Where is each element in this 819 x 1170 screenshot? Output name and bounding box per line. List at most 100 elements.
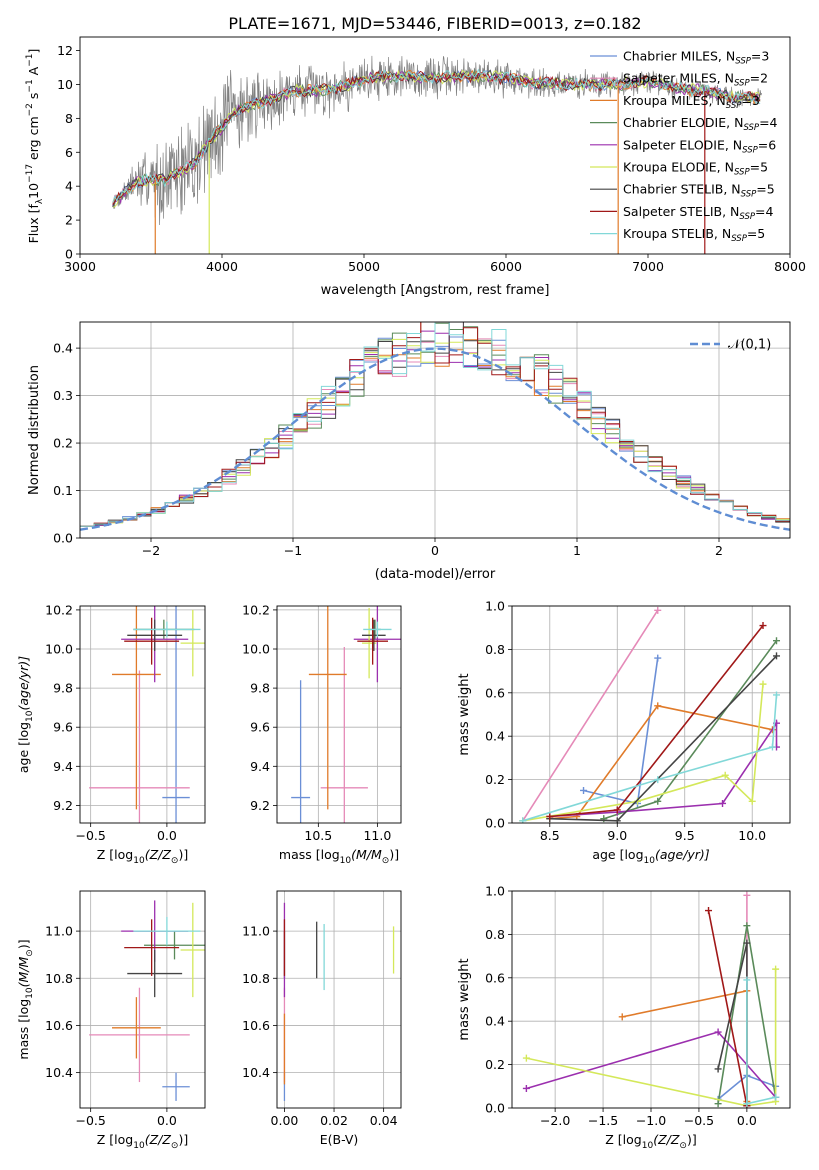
figure-title: PLATE=1671, MJD=53446, FIBERID=0013, z=0… bbox=[228, 14, 641, 33]
label-part: 10 bbox=[133, 1141, 145, 1151]
plot-area bbox=[283, 902, 395, 1101]
legend-entry: Salpeter ELODIE, NSSP=6 bbox=[623, 137, 776, 155]
y-tick-label: 10.4 bbox=[242, 1065, 270, 1080]
label-part: 10 bbox=[642, 1141, 654, 1151]
series-marker bbox=[654, 797, 662, 805]
y-tick-label: 6 bbox=[65, 145, 73, 160]
errorbar-point bbox=[180, 609, 205, 677]
y-tick-label: 4 bbox=[65, 179, 73, 194]
x-tick-label: 0.0 bbox=[157, 1113, 177, 1128]
series-marker bbox=[654, 606, 662, 614]
axes-frame bbox=[511, 890, 791, 1109]
y-tick-label: 10.4 bbox=[45, 1065, 73, 1080]
y-tick-label: 1.0 bbox=[485, 884, 505, 899]
label-part: (Z/Z bbox=[145, 1132, 172, 1147]
x-tick-label: −2 bbox=[142, 543, 160, 558]
y-tick-label: 0.8 bbox=[485, 642, 505, 657]
x-tick-label: −1 bbox=[284, 543, 302, 558]
x-tick-label: −1.0 bbox=[636, 1113, 666, 1128]
errorbar-point bbox=[124, 919, 180, 976]
axes-frame bbox=[79, 890, 206, 1109]
y-tick-label: 9.8 bbox=[53, 681, 73, 696]
mass-weight-series bbox=[600, 637, 781, 823]
y-tick-label: 0.3 bbox=[53, 388, 73, 403]
series-line bbox=[549, 704, 773, 820]
panel-residuals: −2 −1 0 1 2 0.0 0.1 0.2 0.3 0.4 (data-model)/error… bbox=[27, 321, 791, 582]
y-tick-label: 9.2 bbox=[53, 798, 73, 813]
plot-area bbox=[112, 55, 762, 254]
x-tick-label: 0.02 bbox=[320, 1113, 348, 1128]
label-part: )] bbox=[687, 1132, 697, 1147]
series-line bbox=[522, 609, 659, 822]
x-tick-label: −0.5 bbox=[684, 1113, 714, 1128]
plot-area bbox=[519, 606, 781, 823]
x-tick-label: 3000 bbox=[64, 259, 96, 274]
errorbar-point bbox=[89, 670, 190, 823]
y-tick-label: 0.4 bbox=[485, 1014, 505, 1029]
series-marker bbox=[768, 743, 776, 751]
x-tick-label: 7000 bbox=[632, 259, 664, 274]
legend-entry: Chabrier STELIB, NSSP=5 bbox=[623, 182, 775, 200]
series-marker bbox=[654, 702, 662, 710]
label-part: 10 bbox=[644, 856, 656, 866]
label-part: erg cm bbox=[26, 116, 41, 164]
series-marker bbox=[714, 1100, 722, 1108]
label-part: age [log bbox=[16, 722, 31, 773]
errorbar-point bbox=[112, 606, 161, 810]
mass-weight-series bbox=[519, 691, 781, 823]
axes: 8.5 9.0 9.5 10.0 0.0 0.2 0.4 0.6 0.8 1.0 bbox=[485, 599, 791, 843]
label-part: ⊙ bbox=[679, 1141, 687, 1151]
plot-area bbox=[89, 606, 205, 823]
axes: −2.0 −1.5 −1.0 −0.5 0.0 0.0 0.2 0.4 0.6 0.8 1.0 bbox=[485, 884, 791, 1128]
series-marker bbox=[613, 806, 621, 814]
label-part: A bbox=[26, 66, 41, 79]
mass-weight-series bbox=[546, 719, 781, 820]
x-tick-label: 6000 bbox=[490, 259, 522, 274]
y-tick-label: 0.2 bbox=[53, 436, 73, 451]
series-marker bbox=[743, 976, 751, 984]
series-marker bbox=[580, 786, 588, 794]
errorbar-point bbox=[363, 621, 392, 638]
x-tick-label: 8.5 bbox=[540, 828, 560, 843]
series-marker bbox=[522, 1084, 530, 1092]
label-part: (Z/Z bbox=[653, 1132, 680, 1147]
series-marker bbox=[522, 1054, 530, 1062]
x-tick-label: 0.0 bbox=[737, 1113, 757, 1128]
normal-distribution-curve bbox=[80, 347, 790, 531]
axes: −0.5 0.0 9.2 9.4 9.6 9.8 10.0 10.2 bbox=[45, 602, 206, 843]
x-tick-label: 9.0 bbox=[607, 828, 627, 843]
label-part: )] bbox=[178, 847, 188, 862]
gridlines bbox=[277, 606, 401, 823]
series-marker bbox=[618, 1013, 626, 1021]
legend: Chabrier MILES, NSSP=3 Salpeter MILES, NS… bbox=[590, 49, 778, 244]
gridlines bbox=[80, 606, 205, 823]
y-tick-label: 0.0 bbox=[53, 531, 73, 546]
x-tick-label: 5000 bbox=[348, 259, 380, 274]
y-tick-label: 10.6 bbox=[45, 1018, 73, 1033]
axes: −2 −1 0 1 2 0.0 0.1 0.2 0.3 0.4 bbox=[53, 321, 791, 558]
label-part: −17 bbox=[25, 164, 35, 183]
y-tick-label: 10.2 bbox=[242, 602, 270, 617]
y-tick-label: 10.2 bbox=[45, 602, 73, 617]
series-line bbox=[603, 640, 778, 820]
y-tick-label: 11.0 bbox=[242, 924, 270, 939]
legend-entry: Kroupa STELIB, NSSP=5 bbox=[623, 226, 765, 244]
x-tick-label: 8000 bbox=[774, 259, 806, 274]
plot-area bbox=[522, 891, 780, 1108]
series-marker bbox=[714, 1028, 722, 1036]
y-tick-label: 10.0 bbox=[242, 642, 270, 657]
series-marker bbox=[773, 652, 781, 660]
y-tick-label: 10 bbox=[57, 77, 73, 92]
label-part: ⊙ bbox=[25, 949, 35, 957]
axes-frame bbox=[511, 605, 791, 824]
series-line bbox=[583, 657, 659, 805]
x-tick-label: 0.00 bbox=[271, 1113, 299, 1128]
model-spectrum bbox=[112, 69, 761, 205]
mass-weight-series bbox=[546, 622, 767, 820]
label-part: (age/yr)] bbox=[655, 847, 710, 862]
series-line bbox=[526, 969, 777, 1107]
series-marker bbox=[719, 799, 727, 807]
legend-entry: 𝒩(0,1) bbox=[728, 338, 771, 353]
legend-entry: Kroupa MILES, NSSP=3 bbox=[623, 93, 760, 111]
label-part: mass [log bbox=[16, 999, 31, 1060]
